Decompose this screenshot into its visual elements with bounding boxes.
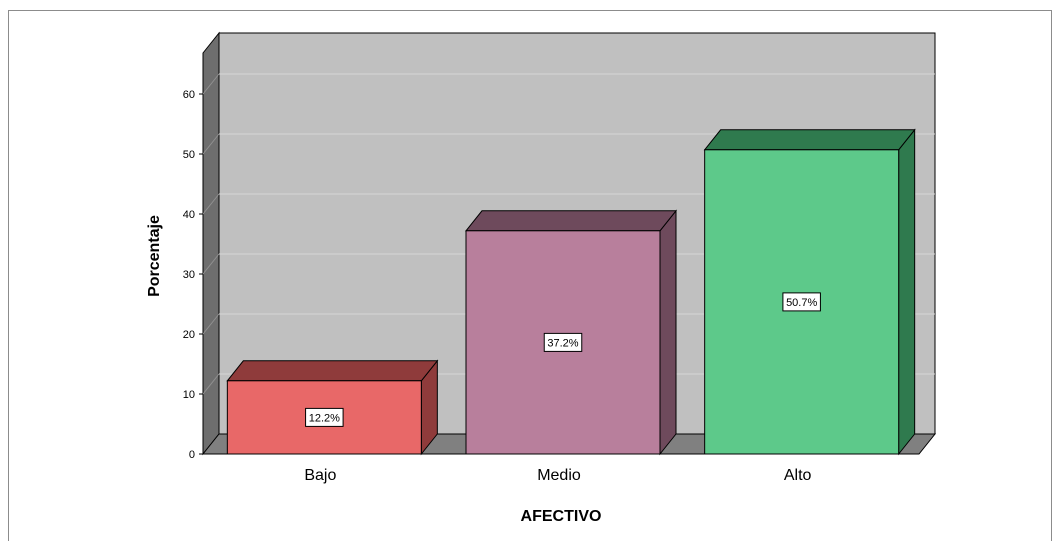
gridline-side [202, 193, 220, 215]
x-tick-label: Medio [537, 467, 581, 484]
y-axis-title: Porcentaje [146, 215, 163, 297]
data-label: 12.2% [309, 412, 340, 424]
y-axis: 0 10 20 30 40 50 60 [183, 89, 203, 461]
bar-side [659, 209, 677, 456]
gridline-side [202, 253, 220, 275]
data-label-box [782, 292, 821, 312]
data-label: 37.2% [547, 337, 578, 349]
y-tick-label: 40 [183, 209, 195, 221]
bar-medio: 37.2% [464, 209, 678, 456]
data-label-box [543, 332, 583, 352]
y-tick-label: 30 [183, 269, 195, 281]
gridline-side [202, 73, 220, 95]
bar-top [226, 360, 439, 382]
y-tick-label: 60 [183, 89, 195, 101]
bar-bajo: 12.2% [226, 359, 439, 456]
y-tick-label: 20 [183, 329, 195, 341]
x-axis-title: AFECTIVO [521, 508, 602, 525]
y-tick-label: 0 [189, 449, 195, 461]
data-label: 50.7% [786, 297, 817, 309]
bar-side [898, 128, 916, 456]
bars: 12.2% 37.2% 50.7% [226, 128, 916, 456]
gridline-side [202, 373, 220, 395]
gridline-side [202, 313, 220, 335]
x-axis: Bajo Medio Alto [304, 467, 811, 484]
bar-alto: 50.7% [703, 128, 916, 456]
data-label-box [305, 407, 344, 427]
x-tick-label: Alto [784, 467, 812, 484]
y-tick-label: 50 [183, 149, 195, 161]
y-tick-label: 10 [183, 389, 195, 401]
x-tick-label: Bajo [304, 467, 336, 484]
gridline-side [202, 133, 220, 155]
bar-top [703, 129, 916, 151]
bar-top [464, 210, 678, 232]
